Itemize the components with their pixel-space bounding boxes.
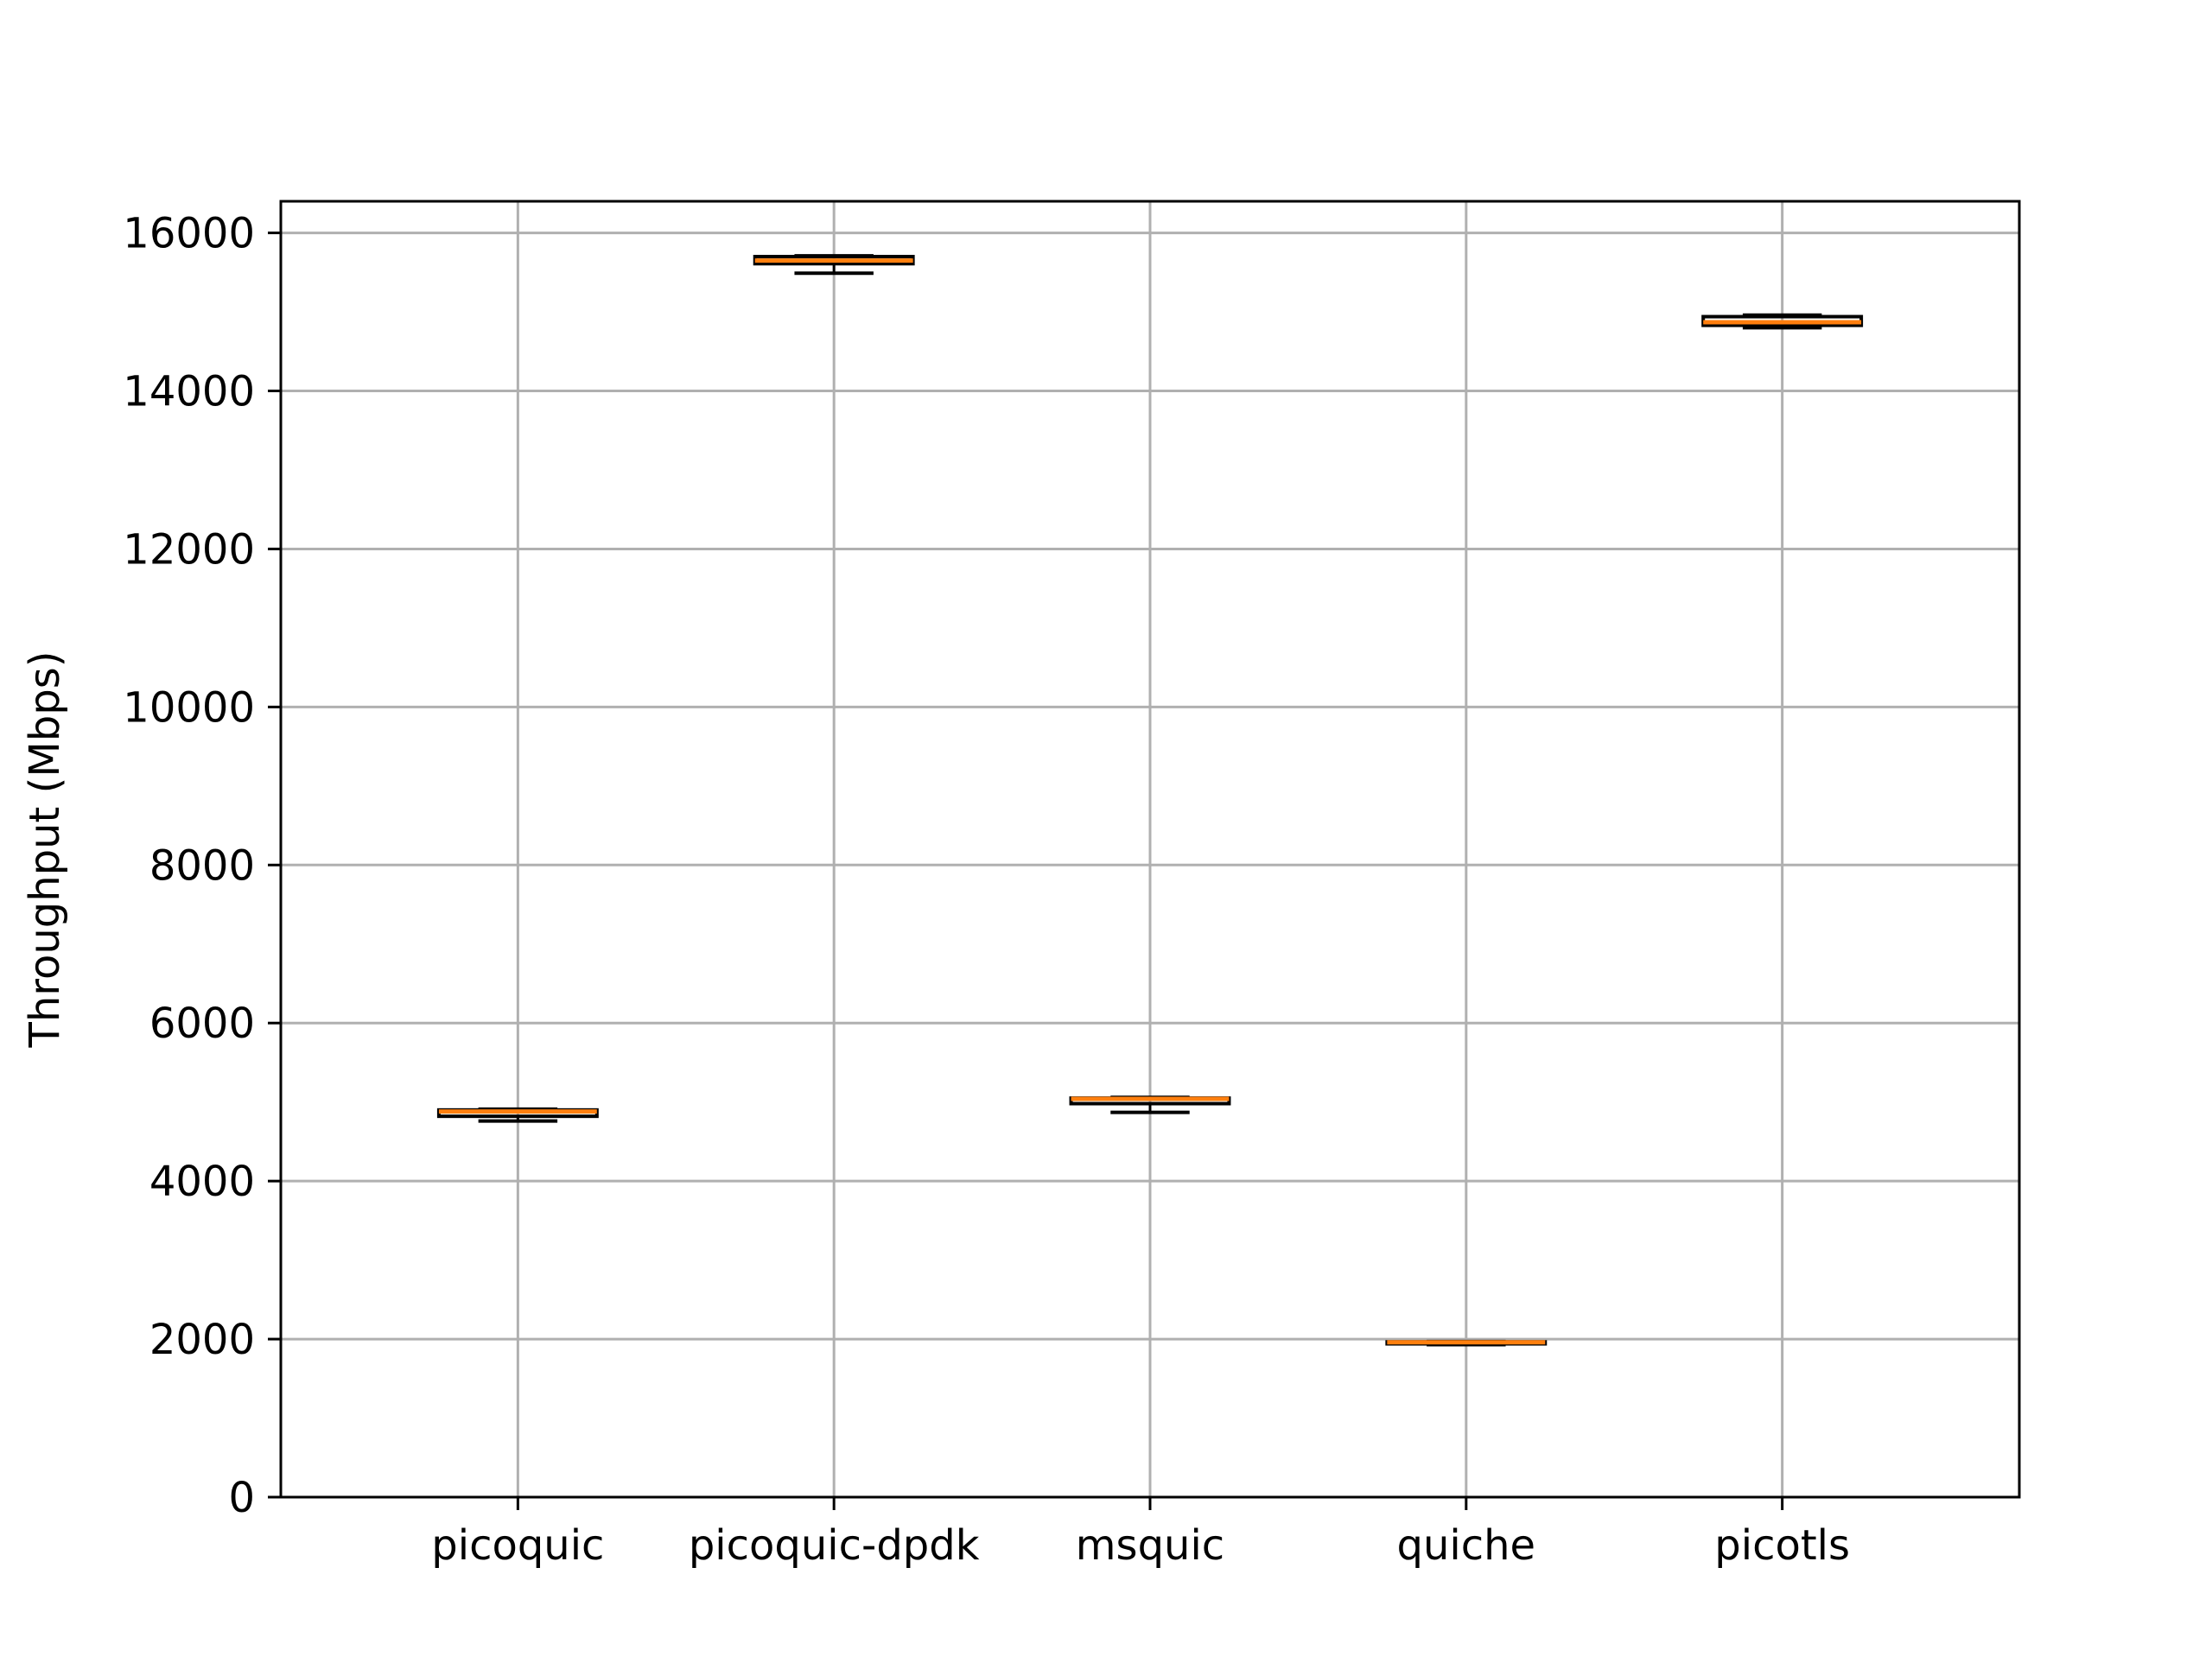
box-picotls xyxy=(1701,313,1864,330)
y-tick-label: 6000 xyxy=(149,1000,255,1048)
y-tick-label: 8000 xyxy=(149,841,255,890)
y-tick-label: 14000 xyxy=(123,368,255,416)
grid-layer xyxy=(281,201,2019,1499)
tick-layer: 0 2000 4000 6000 8000 10000 12000 14000 16000 pic… xyxy=(123,210,1850,1570)
x-tick-label: picoquic xyxy=(431,1521,604,1570)
y-axis-label: Throughput (Mbps) xyxy=(21,651,69,1049)
y-tick-label: 12000 xyxy=(123,525,255,574)
box-picoquic xyxy=(436,1107,599,1123)
box-msquic xyxy=(1069,1095,1231,1114)
x-tick-label: picotls xyxy=(1714,1521,1850,1570)
box-quiche xyxy=(1385,1339,1548,1347)
y-tick-label: 2000 xyxy=(149,1316,255,1364)
x-tick-label: quiche xyxy=(1397,1521,1536,1570)
y-tick-label: 10000 xyxy=(123,683,255,732)
box-layer xyxy=(436,254,1864,1347)
box-picoquic-dpdk xyxy=(753,254,915,276)
y-tick-label: 0 xyxy=(228,1474,255,1522)
x-tick-label: msquic xyxy=(1076,1521,1224,1570)
y-tick-label: 16000 xyxy=(123,210,255,258)
y-tick-label: 4000 xyxy=(149,1158,255,1206)
x-tick-label: picoquic-dpdk xyxy=(689,1521,980,1570)
